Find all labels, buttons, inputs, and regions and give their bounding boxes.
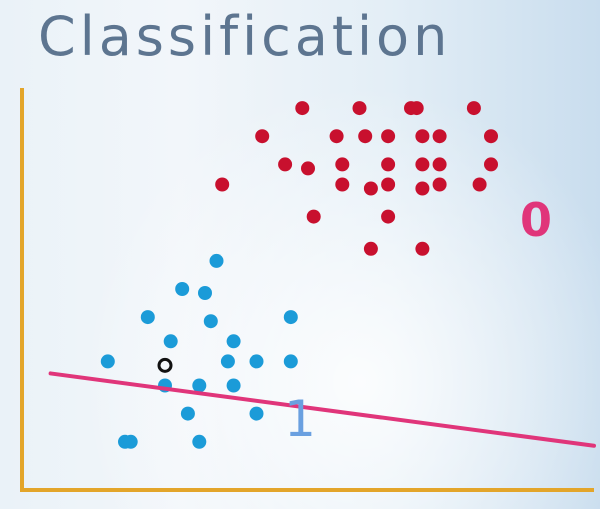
data-points [100,101,498,449]
class-1-point [249,406,264,421]
class-1-point [192,434,207,449]
class-0-point [215,177,230,192]
class-1-point [283,310,298,325]
class-1-point [220,354,235,369]
class-0-point [335,157,350,172]
class-0-point [335,177,350,192]
class-1-point [175,282,190,296]
class-1-point [283,354,298,369]
class-0-label: 0 [520,193,552,247]
class-0-point [415,157,430,172]
class-0-point [295,101,310,116]
class-1-point [100,354,115,369]
class-1-point [180,406,195,421]
class-0-point [432,157,447,172]
class-0-point [415,241,430,256]
unclassified-point [157,357,173,373]
class-0-point [278,157,293,172]
class-1-point [203,314,218,329]
class-0-point [255,129,270,144]
chart-title: Classification [38,5,452,68]
class-0-point [472,177,487,192]
class-0-point [363,181,378,196]
class-0-point [415,181,430,196]
class-0-point [352,101,367,116]
class-1-point [140,310,155,325]
class-0-point [432,177,447,192]
class-0-point [363,241,378,256]
class-1-point [226,334,241,349]
decision-boundary-line [48,371,596,448]
class-1-point [163,334,178,349]
class-0-point [301,161,315,176]
class-1-point [249,354,264,369]
class-0-point [381,157,396,172]
class-0-point [381,129,396,144]
class-0-point [381,177,396,192]
class-1-point [209,253,224,268]
class-0-point [484,157,498,172]
class-0-point [329,129,344,144]
class-0-point [415,129,430,144]
class-1-point [192,378,207,393]
class-1-point [123,434,138,449]
class-0-point [358,129,373,144]
class-0-point [432,129,447,144]
class-1-label: 1 [284,390,316,448]
class-0-point [306,209,321,224]
class-0-point [409,101,424,116]
class-1-point [198,286,212,300]
class-1-point [226,378,241,393]
class-0-point [381,209,396,224]
class-0-point [484,129,498,144]
class-0-point [466,101,481,116]
